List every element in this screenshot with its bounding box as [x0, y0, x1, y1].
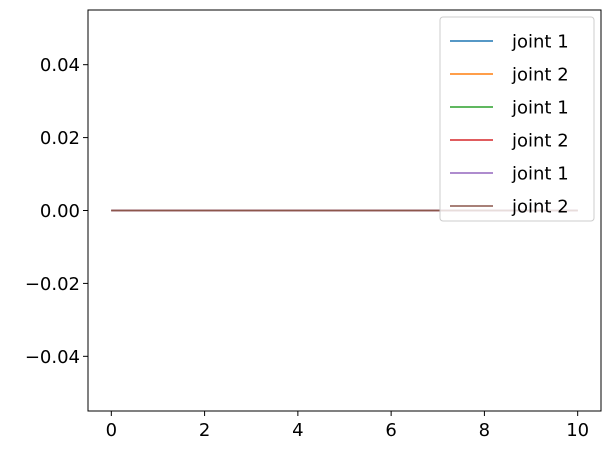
legend-box [439, 16, 595, 222]
x-tick-label: 0 [106, 420, 117, 441]
legend-label: joint 2 [511, 197, 569, 218]
y-tick-label: 0.00 [40, 201, 80, 222]
x-tick-label: 8 [479, 420, 490, 441]
legend-label: joint 1 [511, 98, 569, 119]
legend: joint 1 joint 2 joint 1 joint 2 joint 1 joint… [439, 16, 595, 222]
axes-layer: 0 2 4 6 8 10 −0.04 −0.02 0.00 0.02 0.04 [25, 9, 602, 441]
legend-label: joint 1 [511, 32, 569, 53]
x-tick-label: 4 [292, 420, 303, 441]
legend-label: joint 1 [511, 164, 569, 185]
y-tick-label: −0.04 [25, 347, 80, 368]
y-tick-label: −0.02 [25, 274, 80, 295]
y-tick-label: 0.04 [40, 55, 80, 76]
x-tick-label: 10 [566, 420, 589, 441]
x-tick-label: 2 [199, 420, 210, 441]
y-tick-label: 0.02 [40, 128, 80, 149]
x-tick-label: 6 [385, 420, 396, 441]
legend-label: joint 2 [511, 131, 569, 152]
legend-label: joint 2 [511, 65, 569, 86]
